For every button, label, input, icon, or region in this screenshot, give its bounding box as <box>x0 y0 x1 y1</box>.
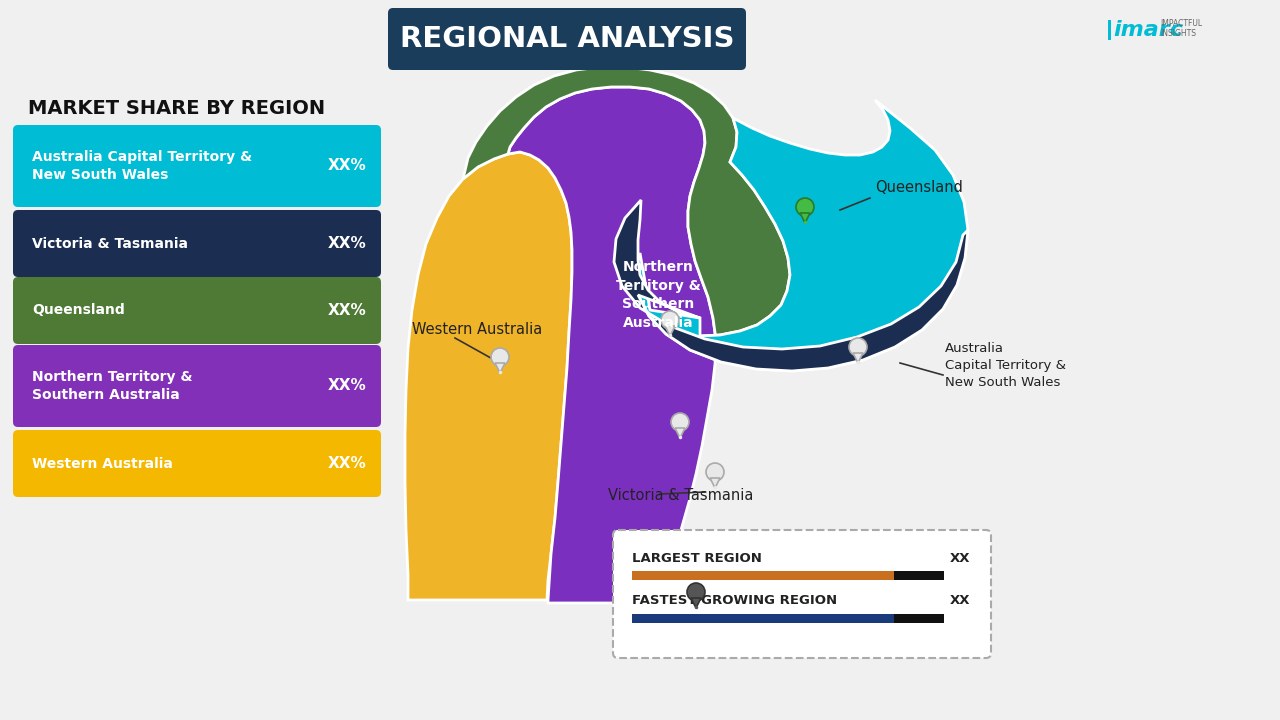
Polygon shape <box>800 213 810 223</box>
Circle shape <box>707 463 724 481</box>
Polygon shape <box>659 542 731 639</box>
Text: imarc: imarc <box>1114 20 1183 40</box>
Bar <box>632 614 893 623</box>
Circle shape <box>849 338 867 356</box>
Polygon shape <box>508 87 716 603</box>
Polygon shape <box>852 353 863 363</box>
Text: Victoria & Tasmania: Victoria & Tasmania <box>32 236 188 251</box>
Text: INSIGHTS: INSIGHTS <box>1160 29 1196 37</box>
Polygon shape <box>404 152 572 600</box>
Polygon shape <box>635 100 968 371</box>
Circle shape <box>492 348 509 366</box>
Text: Northern Territory &
Southern Australia: Northern Territory & Southern Australia <box>32 370 192 402</box>
Polygon shape <box>710 478 719 488</box>
Text: FASTEST GROWING REGION: FASTEST GROWING REGION <box>632 595 837 608</box>
Text: Northern
Territory &
Southern
Australia: Northern Territory & Southern Australia <box>616 261 700 330</box>
Polygon shape <box>666 326 675 336</box>
Circle shape <box>796 198 814 216</box>
Bar <box>1108 20 1111 40</box>
Text: REGIONAL ANALYSIS: REGIONAL ANALYSIS <box>399 25 735 53</box>
Text: XX%: XX% <box>328 303 366 318</box>
Text: Victoria & Tasmania: Victoria & Tasmania <box>608 487 754 503</box>
Text: XX: XX <box>950 595 970 608</box>
FancyBboxPatch shape <box>13 430 381 497</box>
Polygon shape <box>614 200 968 371</box>
Text: XX%: XX% <box>328 236 366 251</box>
FancyBboxPatch shape <box>13 210 381 277</box>
Text: Western Australia: Western Australia <box>412 323 543 338</box>
Text: IMPACTFUL: IMPACTFUL <box>1160 19 1202 29</box>
Text: XX%: XX% <box>328 456 366 471</box>
FancyBboxPatch shape <box>13 345 381 427</box>
Bar <box>893 571 945 580</box>
Text: LARGEST REGION: LARGEST REGION <box>632 552 762 565</box>
Bar <box>893 614 945 623</box>
Polygon shape <box>495 363 506 373</box>
Polygon shape <box>675 428 685 438</box>
FancyBboxPatch shape <box>13 125 381 207</box>
Circle shape <box>660 311 678 329</box>
Text: Western Australia: Western Australia <box>32 456 173 470</box>
Circle shape <box>671 413 689 431</box>
Text: Queensland: Queensland <box>32 304 124 318</box>
Text: XX%: XX% <box>328 379 366 394</box>
Polygon shape <box>463 67 790 340</box>
Circle shape <box>687 583 705 601</box>
Text: MARKET SHARE BY REGION: MARKET SHARE BY REGION <box>28 99 325 117</box>
FancyBboxPatch shape <box>13 277 381 344</box>
Bar <box>632 571 893 580</box>
FancyBboxPatch shape <box>388 8 746 70</box>
Text: XX: XX <box>950 552 970 565</box>
Text: XX%: XX% <box>328 158 366 174</box>
Polygon shape <box>691 598 701 608</box>
FancyBboxPatch shape <box>613 530 991 658</box>
Text: Australia Capital Territory &
New South Wales: Australia Capital Territory & New South … <box>32 150 252 182</box>
Text: Australia
Capital Territory &
New South Wales: Australia Capital Territory & New South … <box>945 341 1066 389</box>
Text: Queensland: Queensland <box>876 181 963 196</box>
